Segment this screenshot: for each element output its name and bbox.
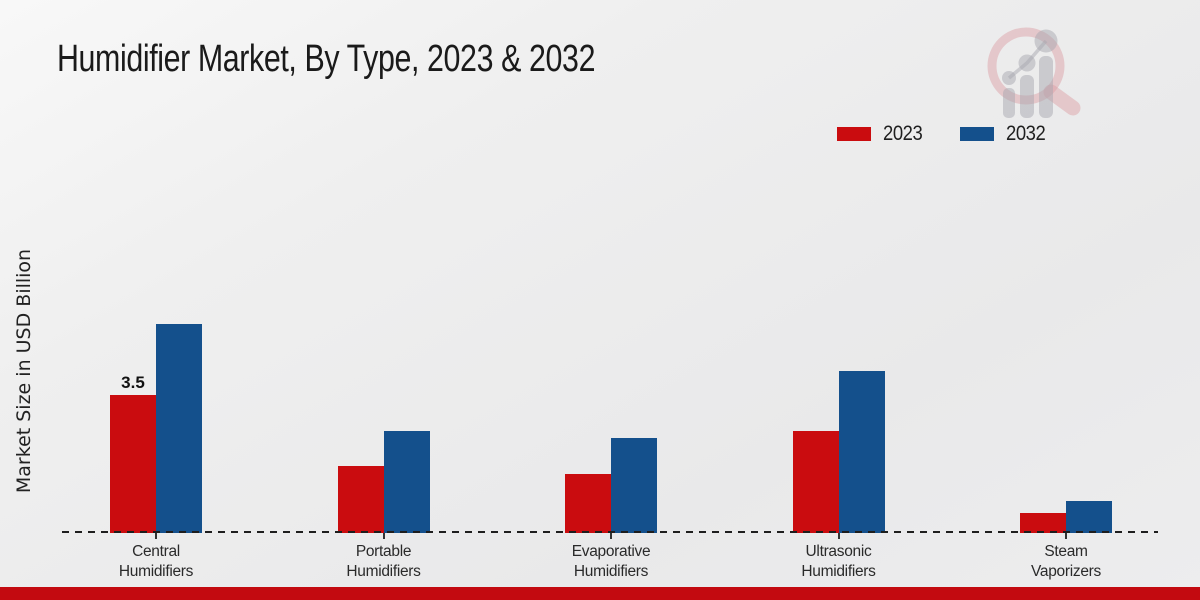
- bar-2023-portable-humidifiers: [337, 466, 384, 533]
- bar-2023-central-humidifiers: [110, 395, 156, 533]
- category-label-central-humidifiers: Central Humidifiers: [118, 543, 194, 580]
- bar-2023-steam-vaporizers: [1020, 513, 1066, 533]
- footer-accent-band: [0, 587, 1200, 600]
- legend-swatch-2023: [837, 127, 871, 141]
- bar-2032-evaporative-humidifiers: [611, 438, 657, 533]
- bar-2032-central-humidifiers: [156, 324, 202, 533]
- legend-item-2023: 2023: [837, 122, 928, 146]
- category-label-evaporative-humidifiers: Evaporative Humidifiers: [571, 543, 651, 580]
- legend-swatch-2032: [959, 127, 994, 141]
- bar-2032-steam-vaporizers: [1066, 501, 1112, 533]
- bar-2023-evaporative-humidifiers: [565, 474, 611, 533]
- x-axis-baseline: [62, 531, 1158, 533]
- bar-2032-ultrasonic-humidifiers: [838, 371, 885, 533]
- x-axis-tick-evaporative-humidifiers: [610, 533, 612, 539]
- legend-item-2032: 2032: [959, 122, 1051, 146]
- x-axis-tick-ultrasonic-humidifiers: [837, 533, 840, 539]
- x-axis-tick-steam-vaporizers: [1065, 533, 1067, 539]
- category-label-portable-humidifiers: Portable Humidifiers: [346, 543, 421, 580]
- legend: 2023 2032: [837, 122, 1050, 146]
- category-label-ultrasonic-humidifiers: Ultrasonic Humidifiers: [801, 543, 876, 580]
- legend-label-2032: 2032: [1005, 122, 1046, 145]
- x-axis-tick-central-humidifiers: [155, 533, 157, 539]
- category-label-steam-vaporizers: Steam Vaporizers: [1031, 543, 1101, 580]
- bar-2023-ultrasonic-humidifiers: [792, 431, 839, 533]
- chart-title: Humidifier Market, By Type, 2023 & 2032: [57, 38, 596, 80]
- bar-2032-portable-humidifiers: [383, 431, 430, 533]
- magnifier-bar-chart-logo-watermark-icon: [987, 27, 1081, 118]
- x-axis-tick-portable-humidifiers: [382, 533, 385, 539]
- legend-label-2023: 2023: [883, 122, 923, 145]
- data-label-2023-central-humidifiers: 3.5: [121, 373, 145, 392]
